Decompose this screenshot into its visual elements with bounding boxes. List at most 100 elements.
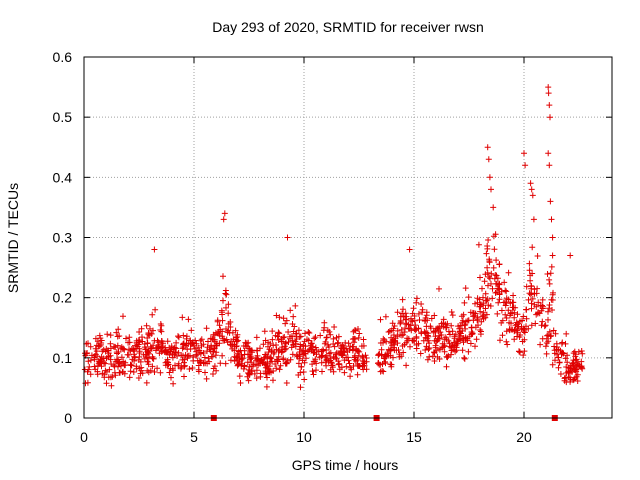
data-point — [290, 313, 297, 320]
data-point — [496, 281, 503, 288]
data-point — [121, 346, 128, 353]
data-point — [488, 186, 494, 193]
data-point — [207, 335, 214, 342]
data-point — [431, 358, 438, 364]
data-point — [543, 350, 550, 357]
data-point — [552, 330, 559, 337]
data-point — [211, 336, 218, 343]
data-point — [248, 368, 255, 375]
data-point — [545, 332, 552, 338]
data-point — [469, 331, 476, 337]
data-point — [221, 210, 228, 217]
data-point — [413, 345, 420, 352]
data-point — [520, 352, 527, 359]
data-point — [545, 84, 552, 91]
data-point — [121, 362, 128, 369]
data-point — [557, 371, 564, 377]
data-point — [382, 313, 389, 320]
data-point — [541, 323, 548, 330]
data-point — [424, 335, 431, 342]
data-point — [185, 316, 192, 323]
data-point — [94, 371, 101, 378]
data-point — [87, 343, 94, 350]
data-point — [253, 375, 260, 382]
data-point — [523, 283, 530, 290]
data-point — [397, 320, 404, 327]
data-point — [562, 340, 569, 347]
data-point — [138, 364, 145, 371]
data-point — [437, 329, 444, 336]
data-point — [484, 144, 491, 151]
data-point — [143, 379, 150, 386]
data-point — [480, 294, 486, 301]
data-point — [491, 275, 498, 282]
data-point — [479, 313, 486, 320]
data-point — [274, 356, 281, 363]
data-point — [154, 365, 161, 372]
data-point — [164, 338, 171, 345]
data-point — [175, 334, 182, 341]
data-point — [241, 362, 248, 369]
data-point — [355, 363, 362, 369]
data-point — [413, 335, 420, 342]
data-point — [526, 290, 533, 297]
data-point — [335, 361, 342, 368]
data-point — [394, 340, 401, 347]
data-point — [130, 369, 137, 375]
data-point — [504, 341, 511, 348]
data-point — [522, 162, 529, 169]
data-point — [569, 360, 576, 367]
data-point — [415, 310, 422, 317]
data-point — [192, 337, 199, 344]
data-point — [322, 338, 329, 345]
y-tick-label: 0.3 — [53, 230, 73, 246]
data-point — [108, 382, 115, 389]
data-point — [237, 380, 244, 386]
data-point — [115, 363, 121, 370]
data-point — [579, 350, 586, 357]
data-point — [284, 357, 291, 364]
data-point — [200, 341, 207, 348]
data-point — [213, 342, 220, 349]
y-tick-label: 0.5 — [53, 109, 73, 125]
data-point — [399, 296, 406, 303]
data-point — [511, 314, 518, 321]
data-point — [318, 359, 325, 366]
data-point — [157, 369, 164, 376]
data-point — [360, 354, 367, 361]
data-point — [281, 334, 288, 340]
data-point — [282, 320, 289, 327]
data-point — [503, 328, 510, 335]
data-point — [514, 325, 521, 332]
data-point — [477, 327, 484, 333]
data-point — [305, 329, 312, 335]
data-point — [531, 301, 538, 308]
data-point — [520, 313, 527, 320]
data-point — [293, 352, 300, 359]
data-point — [111, 369, 118, 376]
data-point — [539, 318, 546, 325]
data-point — [104, 331, 111, 338]
data-point — [327, 331, 334, 338]
data-point — [381, 355, 388, 361]
data-point — [529, 244, 536, 251]
data-point — [493, 257, 500, 264]
data-point — [355, 326, 361, 332]
data-point — [194, 351, 201, 358]
x-tick-label: 15 — [406, 429, 422, 445]
data-point — [331, 343, 338, 350]
data-point — [91, 363, 98, 370]
data-point — [127, 361, 134, 368]
data-point — [431, 312, 438, 319]
data-point — [233, 354, 240, 361]
data-point — [305, 337, 312, 344]
data-point — [548, 296, 555, 303]
data-point — [426, 340, 433, 347]
data-point — [427, 325, 434, 332]
data-point — [429, 353, 436, 360]
data-point — [520, 325, 527, 332]
data-point — [485, 237, 492, 243]
data-point — [211, 363, 218, 370]
data-point — [214, 318, 221, 325]
data-point — [485, 273, 492, 280]
